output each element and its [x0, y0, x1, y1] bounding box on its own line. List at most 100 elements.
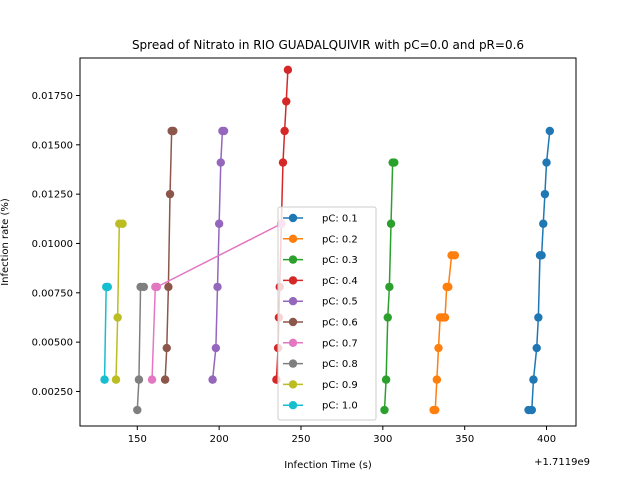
data-point	[527, 405, 537, 415]
legend-item: pC: 0.9	[283, 380, 358, 391]
data-point	[139, 282, 149, 292]
legend-item: pC: 0.4	[283, 276, 358, 287]
data-point	[152, 282, 162, 292]
legend-item: pC: 0.8	[283, 359, 358, 370]
legend-label: pC: 0.7	[322, 338, 358, 349]
data-point	[164, 282, 173, 292]
y-tick-label: 0.01000	[32, 239, 73, 250]
y-axis-label: Infection rate (%)	[0, 198, 11, 286]
legend-marker	[288, 255, 298, 264]
x-tick-label: 300	[373, 434, 392, 445]
y-tick-label: 0.00250	[32, 387, 73, 398]
data-point	[542, 158, 551, 167]
y-tick-label: 0.00500	[32, 338, 73, 349]
legend-item: pC: 0.6	[283, 318, 358, 329]
data-point	[111, 375, 121, 384]
legend-label: pC: 0.9	[322, 380, 358, 391]
series-6	[160, 126, 178, 384]
data-point	[118, 219, 127, 228]
legend-label: pC: 0.4	[322, 276, 358, 287]
data-point	[386, 219, 396, 228]
legend-marker	[288, 401, 298, 410]
data-point	[216, 158, 225, 167]
data-point	[537, 251, 546, 260]
legend-marker	[288, 234, 298, 243]
data-point	[133, 405, 142, 415]
legend-label: pC: 0.5	[322, 297, 358, 308]
data-point	[147, 375, 157, 384]
legend-label: pC: 0.1	[322, 214, 358, 225]
legend-label: pC: 0.6	[322, 318, 358, 329]
legend-item: pC: 1.0	[283, 401, 358, 412]
legend-label: pC: 0.3	[322, 255, 358, 266]
series-3	[380, 158, 399, 415]
legend-marker	[288, 380, 298, 389]
y-tick-label: 0.01250	[32, 190, 73, 201]
data-point	[100, 375, 109, 384]
legend-marker	[288, 317, 298, 327]
legend-marker	[288, 338, 298, 347]
data-point	[385, 282, 394, 292]
data-point	[282, 97, 291, 106]
data-point	[214, 219, 224, 228]
data-point	[219, 126, 229, 136]
data-point	[545, 126, 555, 136]
data-point	[539, 219, 548, 228]
legend-item: pC: 0.7	[283, 338, 358, 349]
data-point	[390, 158, 399, 167]
data-point	[540, 189, 550, 199]
data-point	[440, 313, 450, 322]
data-point	[444, 282, 453, 292]
y-tick-label: 0.00750	[32, 288, 73, 299]
legend-marker	[288, 213, 298, 223]
legend-item: pC: 0.2	[283, 234, 358, 245]
y-tick-label: 0.01750	[32, 91, 73, 102]
series-1	[524, 126, 555, 415]
series-9	[111, 219, 127, 384]
series-8	[133, 282, 149, 415]
data-point	[283, 65, 293, 75]
data-point	[208, 375, 217, 384]
data-point	[383, 313, 392, 322]
chart-title: Spread of Nitrato in RIO GUADALQUIVIR wi…	[132, 38, 524, 52]
data-point	[381, 375, 391, 384]
x-axis-ticks: 150 200 250 300 350 400	[128, 426, 556, 445]
y-axis-ticks: 0.00250 0.00500 0.00750 0.01000 0.01250 0.015…	[32, 91, 80, 398]
data-point	[165, 189, 175, 199]
y-tick-label: 0.01500	[32, 140, 73, 151]
legend-item: pC: 0.5	[283, 297, 358, 308]
data-point	[532, 343, 541, 353]
x-tick-label: 200	[210, 434, 229, 445]
data-point	[529, 375, 538, 384]
series-5	[208, 126, 229, 384]
data-point	[213, 282, 222, 292]
data-point	[103, 282, 113, 292]
legend: pC: 0.1 pC: 0.2 pC: 0.3 pC: 0.4 pC: 0.5 pC: 0…	[277, 206, 377, 421]
data-point	[162, 343, 171, 353]
legend-marker	[288, 359, 298, 368]
data-point	[169, 126, 178, 136]
data-point	[534, 313, 543, 322]
legend-marker	[288, 297, 298, 306]
legend-item: pC: 0.3	[283, 255, 358, 266]
data-point	[450, 251, 460, 260]
data-point	[134, 375, 144, 384]
x-axis-offset: +1.7119e9	[534, 457, 590, 468]
data-point	[278, 158, 288, 167]
x-tick-label: 350	[455, 434, 474, 445]
data-point	[113, 313, 122, 322]
x-tick-label: 400	[537, 434, 556, 445]
legend-label: pC: 0.2	[322, 234, 358, 245]
plot-frame	[79, 57, 577, 427]
legend-label: pC: 1.0	[322, 401, 358, 412]
legend-marker	[288, 276, 298, 285]
data-point	[160, 375, 170, 384]
x-axis-label: Infection Time (s)	[284, 460, 372, 471]
data-point	[380, 405, 389, 415]
legend-label: pC: 0.8	[322, 359, 358, 370]
data-point	[211, 343, 221, 353]
series-2	[429, 251, 460, 415]
series-10	[100, 282, 113, 384]
x-tick-label: 250	[291, 434, 310, 445]
